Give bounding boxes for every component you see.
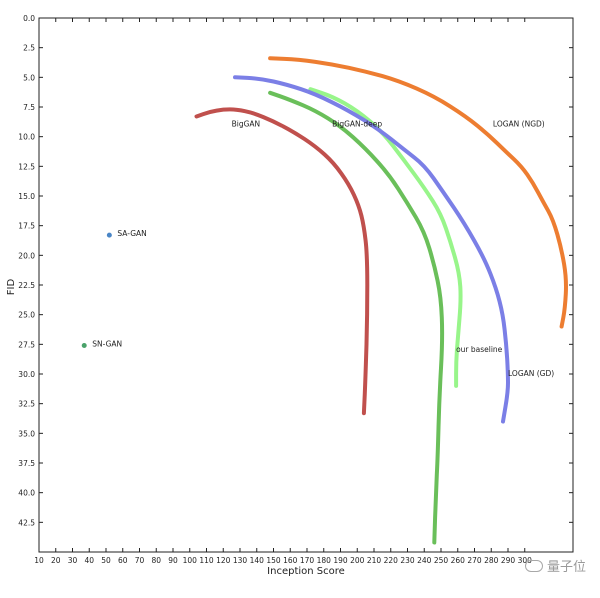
x-tick-label: 90	[168, 556, 178, 565]
y-tick-label: 2.5	[23, 44, 35, 53]
x-tick-label: 20	[51, 556, 61, 565]
y-tick-label: 40.0	[18, 489, 35, 498]
wechat-icon	[524, 559, 543, 572]
series-label-logan-gd: LOGAN (GD)	[508, 369, 554, 378]
y-tick-label: 42.5	[18, 518, 35, 527]
x-tick-label: 170	[300, 556, 315, 565]
x-tick-label: 130	[233, 556, 248, 565]
x-tick-label: 300	[518, 556, 533, 565]
y-axis-title: FID	[6, 279, 17, 296]
series-label-biggan-deep: BigGAN-deep	[332, 120, 382, 129]
watermark: 量子位	[524, 556, 586, 575]
x-tick-label: 60	[118, 556, 128, 565]
scatter-group	[81, 232, 112, 349]
x-axis-title: Inception Score	[267, 566, 345, 577]
y-tick-label: 25.0	[18, 311, 35, 320]
x-tick-label: 10	[34, 556, 44, 565]
y-tick-label: 7.5	[23, 103, 35, 112]
x-tick-label: 220	[384, 556, 399, 565]
annotations-group: BigGAN BigGAN-deep our baseline LOGAN (GD) L…	[92, 120, 554, 378]
series-line-logan-ngd	[268, 56, 568, 329]
y-tick-label: 27.5	[18, 340, 35, 349]
x-tick-label: 100	[183, 556, 198, 565]
x-tick-label: 70	[135, 556, 145, 565]
series-group	[194, 56, 568, 545]
x-tick-label: 250	[434, 556, 449, 565]
x-tick-label: 110	[199, 556, 214, 565]
x-tick-label: 270	[467, 556, 482, 565]
series-label-logan-ngd: LOGAN (NGD)	[493, 120, 545, 129]
y-tick-label: 10.0	[18, 133, 35, 142]
x-tick-label: 290	[501, 556, 516, 565]
y-tick-label: 37.5	[18, 459, 35, 468]
y-tick-label: 17.5	[18, 222, 35, 231]
y-tick-label: 20.0	[18, 251, 35, 260]
point-sa-gan	[106, 232, 112, 238]
y-tick-label: 32.5	[18, 400, 35, 409]
x-tick-label: 240	[417, 556, 432, 565]
x-tick-label: 200	[350, 556, 365, 565]
x-tick-label: 160	[283, 556, 298, 565]
series-label-biggan: BigGAN	[232, 120, 261, 129]
x-tick-label: 180	[317, 556, 332, 565]
series-line-biggan	[194, 107, 370, 416]
x-tick-label: 40	[84, 556, 94, 565]
x-tick-label: 30	[68, 556, 78, 565]
x-tick-label: 150	[266, 556, 281, 565]
y-tick-label: 15.0	[18, 192, 35, 201]
x-axis: 10 20 30 40 50 60 70 80 90 100 110 120 130 140 150 160 1…	[34, 18, 532, 565]
x-tick-label: 120	[216, 556, 231, 565]
x-tick-label: 50	[101, 556, 111, 565]
y-tick-label: 22.5	[18, 281, 35, 290]
point-sn-gan	[81, 343, 87, 349]
y-tick-label: 30.0	[18, 370, 35, 379]
x-tick-label: 230	[400, 556, 415, 565]
series-line-biggan-deep	[268, 90, 445, 545]
y-tick-label: 12.5	[18, 162, 35, 171]
y-axis: 0.0 2.5 5.0 7.5 10.0 12.5 15.0 17.5 20.0 22.5 25.0…	[18, 14, 573, 527]
x-tick-label: 210	[367, 556, 382, 565]
x-tick-label: 80	[151, 556, 161, 565]
point-label-sn-gan: SN-GAN	[92, 340, 122, 349]
point-label-sa-gan: SA-GAN	[117, 229, 146, 238]
y-tick-label: 35.0	[18, 429, 35, 438]
y-tick-label: 0.0	[23, 14, 35, 23]
y-tick-label: 5.0	[23, 73, 35, 82]
x-tick-label: 260	[451, 556, 466, 565]
series-line-logan-gd	[233, 75, 510, 424]
watermark-text: 量子位	[546, 560, 586, 575]
series-label-our-baseline: our baseline	[456, 345, 503, 354]
x-tick-label: 140	[250, 556, 265, 565]
series-line-our-baseline	[308, 87, 463, 388]
x-tick-label: 190	[333, 556, 348, 565]
x-tick-label: 280	[484, 556, 499, 565]
